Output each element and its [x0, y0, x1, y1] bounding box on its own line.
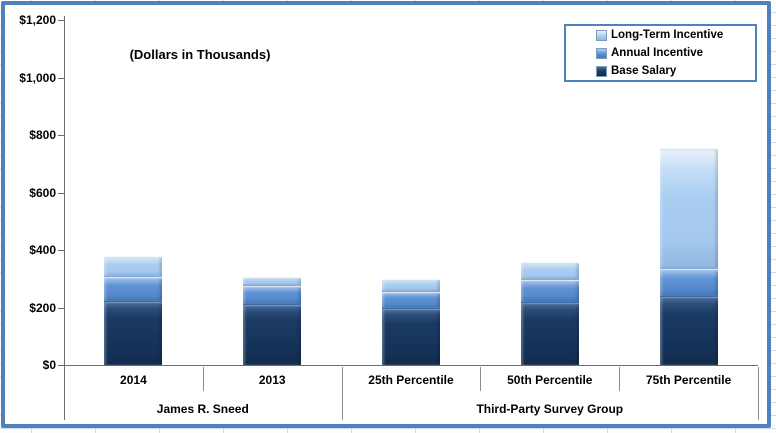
legend[interactable]: Long-Term Incentive Annual Incentive Base …	[564, 24, 757, 82]
y-tick-mark	[58, 135, 64, 136]
category-group-label: James R. Sneed	[156, 402, 249, 416]
legend-item-annual-incentive[interactable]: Annual Incentive	[596, 45, 755, 62]
bar-25th-percentile-base-salary[interactable]	[382, 308, 440, 365]
bar-75th-percentile-base-salary[interactable]	[660, 297, 718, 365]
bar-2014-base-salary[interactable]	[104, 301, 162, 365]
bar-50th-percentile-long-term-incentive[interactable]	[521, 261, 579, 281]
group-separator	[342, 367, 343, 420]
y-tick-mark	[58, 365, 64, 366]
y-tick-mark	[58, 250, 64, 251]
bar-25th-percentile-long-term-incentive[interactable]	[382, 278, 440, 292]
y-tick-mark	[58, 77, 64, 79]
bar-2014-long-term-incentive[interactable]	[104, 255, 162, 278]
category-separator	[203, 367, 204, 391]
y-tick-label: $800	[29, 128, 56, 142]
y-tick-label: $600	[29, 185, 56, 200]
y-tick-mark	[58, 307, 64, 309]
y-tick-mark	[58, 20, 64, 21]
legend-label: Annual Incentive	[611, 47, 704, 59]
bar-2013-long-term-incentive[interactable]	[243, 277, 301, 286]
y-tick-label: $1,200	[19, 13, 56, 27]
legend-item-long-term-incentive[interactable]: Long-Term Incentive	[596, 27, 755, 44]
category-label: 50th Percentile	[507, 373, 593, 387]
chart-title: (Dollars in Thousands)	[129, 47, 271, 62]
bar-2013-annual-incentive[interactable]	[243, 285, 301, 305]
y-tick-label: $0	[42, 358, 56, 372]
bar-75th-percentile-long-term-incentive[interactable]	[660, 147, 718, 269]
category-label: 75th Percentile	[645, 373, 732, 387]
bar-75th-percentile-annual-incentive[interactable]	[660, 268, 718, 298]
y-tick-label: $200	[29, 300, 56, 315]
bar-2014-annual-incentive[interactable]	[104, 277, 162, 302]
category-group-label: Third-Party Survey Group	[476, 402, 624, 416]
bar-50th-percentile-base-salary[interactable]	[521, 303, 579, 365]
group-separator	[758, 367, 759, 420]
y-tick-label: $1,000	[19, 70, 56, 85]
worksheet-gridline	[0, 428, 776, 429]
legend-item-base-salary[interactable]: Base Salary	[596, 63, 755, 80]
category-separator	[480, 367, 481, 391]
x-axis-line	[64, 365, 758, 366]
y-tick-label: $400	[29, 243, 56, 257]
bar-25th-percentile-annual-incentive[interactable]	[382, 291, 440, 309]
legend-label: Long-Term Incentive	[611, 29, 724, 41]
base-salary-swatch-icon	[596, 65, 607, 77]
bar-50th-percentile-annual-incentive[interactable]	[521, 280, 579, 304]
category-label: 2013	[258, 373, 286, 387]
category-separator	[619, 367, 620, 391]
annual-incentive-swatch-icon	[596, 47, 607, 59]
y-tick-mark	[58, 192, 64, 194]
y-axis-line	[64, 16, 65, 420]
long-term-incentive-swatch-icon	[596, 29, 607, 41]
legend-label: Base Salary	[611, 65, 677, 77]
bar-2013-base-salary[interactable]	[243, 304, 301, 365]
category-label: 2014	[120, 373, 147, 387]
category-label: 25th Percentile	[368, 373, 454, 387]
